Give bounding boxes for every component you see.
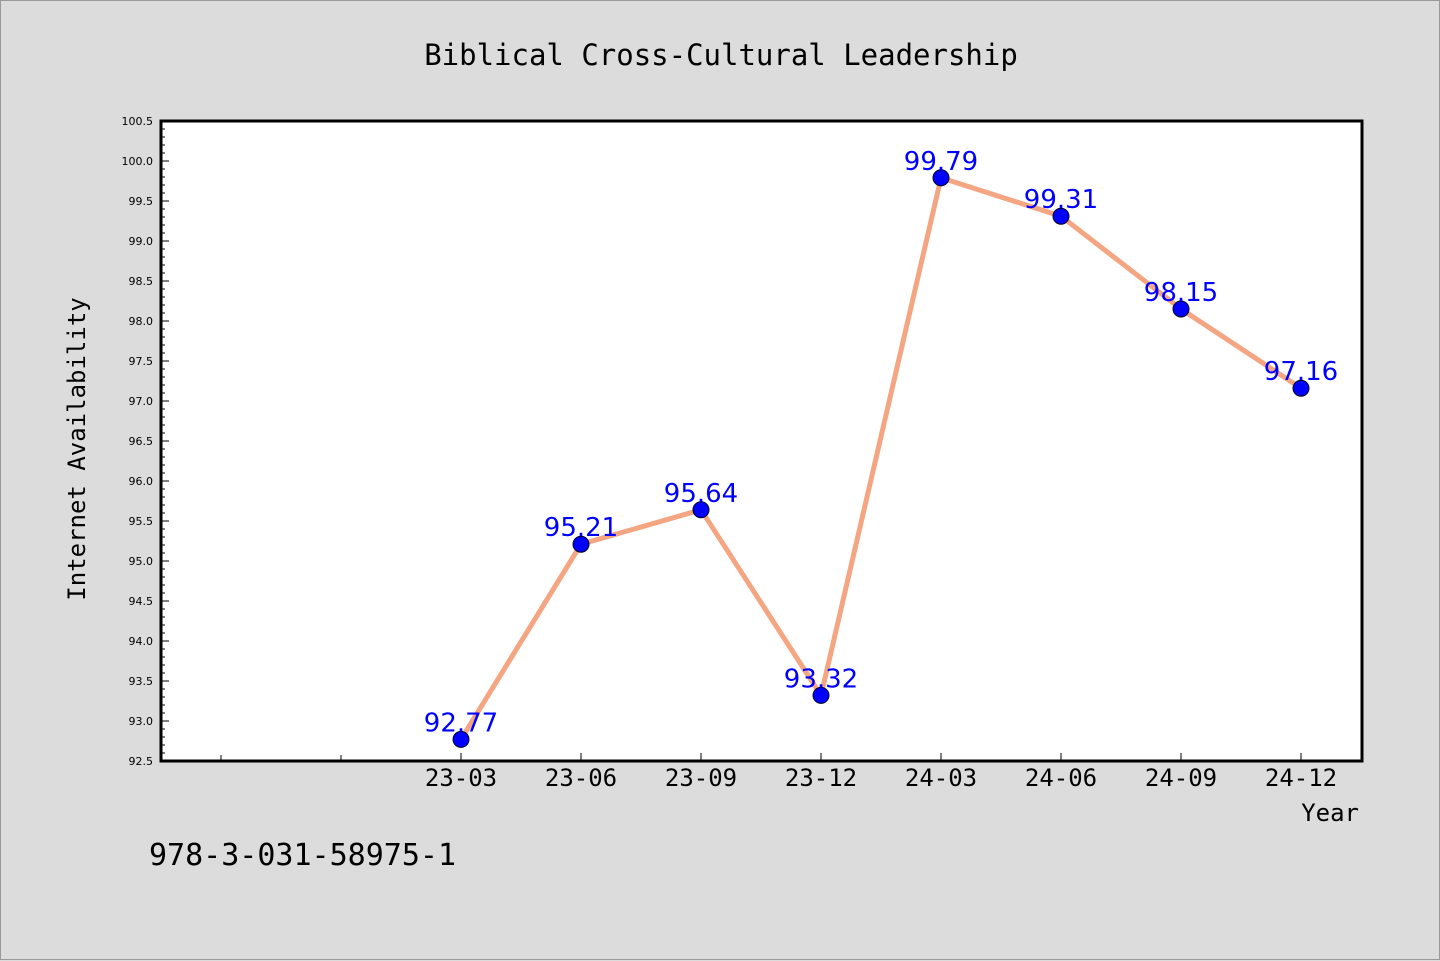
- data-label: 99.79: [904, 147, 978, 177]
- x-tick-label: 23-06: [545, 764, 617, 792]
- series-line: [458, 175, 1303, 741]
- y-tick-label: 97.5: [129, 355, 154, 368]
- x-tick-label: 24-06: [1025, 764, 1097, 792]
- data-point: [1052, 207, 1070, 225]
- x-tick-label: 24-12: [1265, 764, 1337, 792]
- data-label: 95.21: [544, 513, 618, 543]
- x-axis-title: Year: [1301, 799, 1359, 827]
- y-tick-label: 99.0: [129, 235, 154, 248]
- x-tick-label: 24-03: [905, 764, 977, 792]
- x-tick-label: 24-09: [1145, 764, 1217, 792]
- y-tick-label: 95.5: [129, 515, 154, 528]
- y-tick-label: 94.0: [129, 635, 154, 648]
- data-label: 97.16: [1264, 357, 1338, 387]
- y-tick-label: 94.5: [129, 595, 154, 608]
- x-axis-ticks: 23-03 23-06 23-09 23-12 24-03 24-06 24-09 24-12: [220, 753, 1337, 792]
- y-axis-title: Internet Availability: [63, 297, 91, 600]
- data-point: [452, 730, 470, 748]
- data-point: [812, 686, 830, 704]
- y-tick-label: 96.5: [129, 435, 154, 448]
- series-layer: 92.77 95.21 95.64 93.32 99.79 99.31 98.15 97.16: [424, 147, 1338, 748]
- isbn-text: 978-3-031-58975-1: [149, 838, 456, 873]
- y-tick-label: 100.0: [122, 155, 154, 168]
- data-point: [1172, 300, 1190, 318]
- data-point: [692, 501, 710, 519]
- x-tick-label: 23-12: [785, 764, 857, 792]
- y-tick-label: 93.0: [129, 715, 154, 728]
- y-tick-label: 97.0: [129, 395, 154, 408]
- x-tick-label: 23-03: [425, 764, 497, 792]
- y-tick-label: 92.5: [129, 755, 154, 768]
- data-point: [572, 535, 590, 553]
- y-tick-label: 98.5: [129, 275, 154, 288]
- y-tick-label: 96.0: [129, 475, 154, 488]
- data-label: 92.77: [424, 708, 498, 738]
- x-tick-label: 23-09: [665, 764, 737, 792]
- data-point: [932, 169, 950, 187]
- data-label: 93.32: [784, 664, 858, 694]
- y-tick-label: 98.0: [129, 315, 154, 328]
- y-tick-label: 93.5: [129, 675, 154, 688]
- y-tick-label: 95.0: [129, 555, 154, 568]
- data-label: 95.64: [664, 479, 738, 509]
- y-axis-ticks: 92.5 93.0 93.5 94.0 94.5 95.0 95.5 96.0 96.5 97.0…: [122, 115, 169, 768]
- data-label: 99.31: [1024, 185, 1098, 215]
- data-point: [1292, 379, 1310, 397]
- chart-title: Biblical Cross-Cultural Leadership: [424, 38, 1018, 72]
- y-tick-label: 99.5: [129, 195, 154, 208]
- plot-area: [159, 119, 1364, 763]
- data-label: 98.15: [1144, 278, 1218, 308]
- y-tick-label: 100.5: [122, 115, 154, 128]
